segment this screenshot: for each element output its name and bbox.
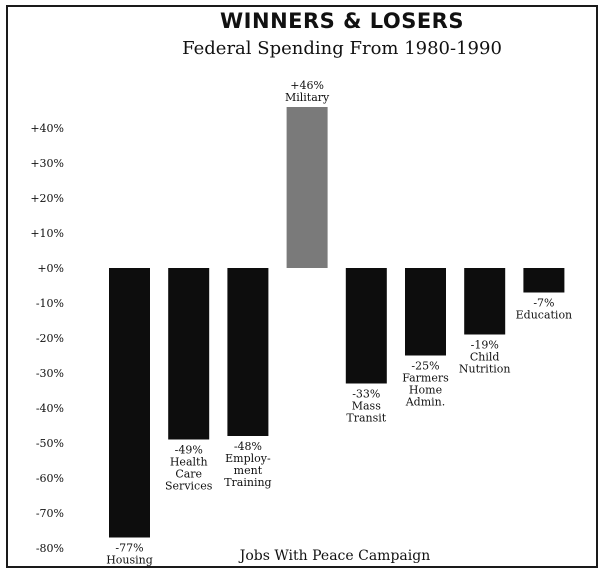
bar-data-label: -19% Child Nutrition [459, 339, 511, 376]
chart-subtitle: Federal Spending From 1980-1990 [182, 38, 502, 59]
y-tick-label: -70% [36, 507, 64, 520]
bar [109, 268, 150, 538]
y-tick-label: -80% [36, 542, 64, 555]
y-tick-label: -10% [36, 297, 64, 310]
bar [405, 268, 446, 356]
bar-labels-group: -77% Housing -49% Health Care Services-48% Emp… [106, 79, 572, 567]
bar [286, 107, 328, 268]
bars-group [109, 107, 565, 538]
y-tick-label: +40% [30, 122, 64, 135]
y-tick-label: +30% [30, 157, 64, 170]
bar-data-label: -49% Health Care Services [165, 444, 213, 493]
bar [345, 268, 387, 384]
y-tick-label: -40% [36, 402, 64, 415]
y-tick-label: +0% [37, 262, 64, 275]
y-axis-ticks: +40% +30% +20% +10% +0% -10% -20% -30% -40% -50% -… [30, 122, 64, 555]
bar-data-label: -7% Education [516, 297, 573, 322]
y-tick-label: -50% [36, 437, 64, 450]
bar-data-label: -25% Farmers Home Admin. [402, 360, 449, 409]
bar [168, 268, 210, 440]
bar-data-label: +46% Military [285, 79, 330, 104]
y-tick-label: -60% [36, 472, 64, 485]
bar-data-label: -77% Housing [106, 542, 153, 567]
bar [227, 268, 269, 436]
bar-data-label: -48% Employ-ment Training [224, 440, 271, 489]
bar [464, 268, 506, 335]
y-tick-label: +10% [30, 227, 64, 240]
y-tick-label: +20% [30, 192, 64, 205]
y-tick-label: -30% [36, 367, 64, 380]
chart-footer: Jobs With Peace Campaign [238, 548, 430, 564]
bar-data-label: -33% Mass Transit [346, 388, 386, 425]
bar [523, 268, 565, 293]
chart-title: WINNERS & LOSERS [220, 9, 464, 33]
y-tick-label: -20% [36, 332, 64, 345]
